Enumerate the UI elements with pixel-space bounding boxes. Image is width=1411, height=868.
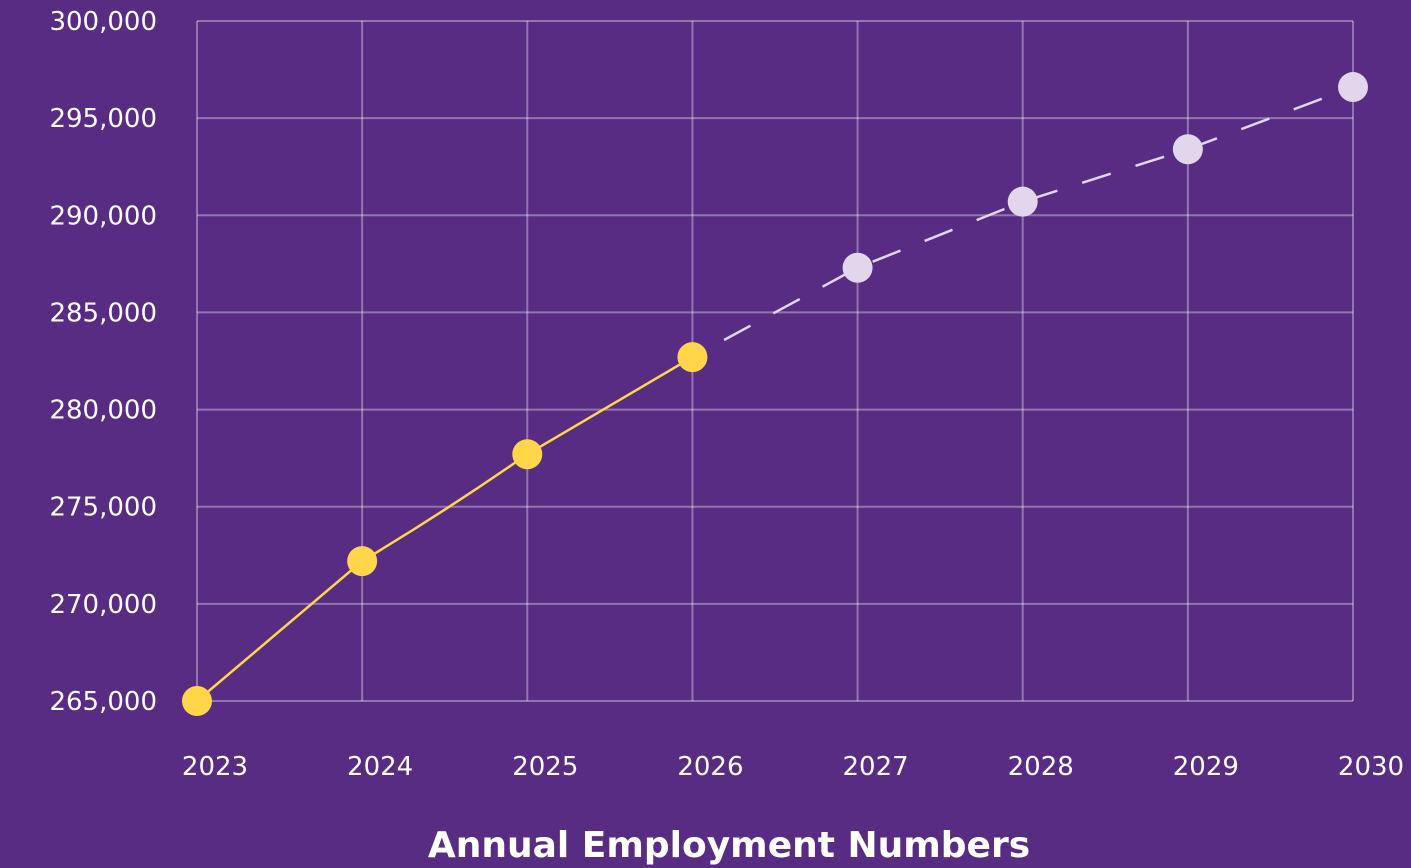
- actual-data-point: [182, 686, 212, 716]
- y-tick-label: 295,000: [49, 104, 157, 134]
- projected-data-point: [842, 252, 873, 283]
- actual-series-line: [196, 356, 694, 702]
- y-tick-label: 290,000: [49, 201, 157, 231]
- x-tick-label: 2030: [1338, 752, 1404, 782]
- y-tick-label: 270,000: [49, 590, 157, 620]
- x-axis-title: Annual Employment Numbers: [428, 825, 1030, 866]
- series-lines: [196, 85, 1354, 702]
- series-points: [182, 72, 1368, 716]
- y-tick-label: 300,000: [49, 7, 157, 37]
- projected-data-point: [1172, 134, 1203, 165]
- actual-data-point: [677, 342, 708, 373]
- projected-data-point: [1007, 186, 1038, 217]
- x-tick-label: 2029: [1173, 752, 1239, 782]
- grid: [196, 20, 1354, 702]
- y-tick-label: 280,000: [49, 396, 157, 426]
- x-tick-label: 2025: [512, 752, 578, 782]
- x-tick-label: 2024: [347, 752, 413, 782]
- y-tick-label: 265,000: [49, 687, 157, 717]
- projected-data-point: [1338, 72, 1368, 103]
- y-tick-label: 285,000: [49, 298, 157, 328]
- projected-series-line: [691, 85, 1354, 359]
- x-tick-label: 2027: [842, 752, 908, 782]
- x-tick-label: 2026: [677, 752, 743, 782]
- x-tick-label: 2028: [1008, 752, 1074, 782]
- x-tick-label: 2023: [182, 752, 248, 782]
- actual-data-point: [347, 546, 378, 577]
- y-tick-label: 275,000: [49, 493, 157, 523]
- x-axis-ticks: 2023 2024 2025 2026 2027 2028 2029 2030: [182, 752, 1404, 782]
- y-axis-ticks: 265,000 270,000 275,000 280,000 285,000 290,0…: [49, 7, 157, 717]
- actual-data-point: [512, 439, 543, 470]
